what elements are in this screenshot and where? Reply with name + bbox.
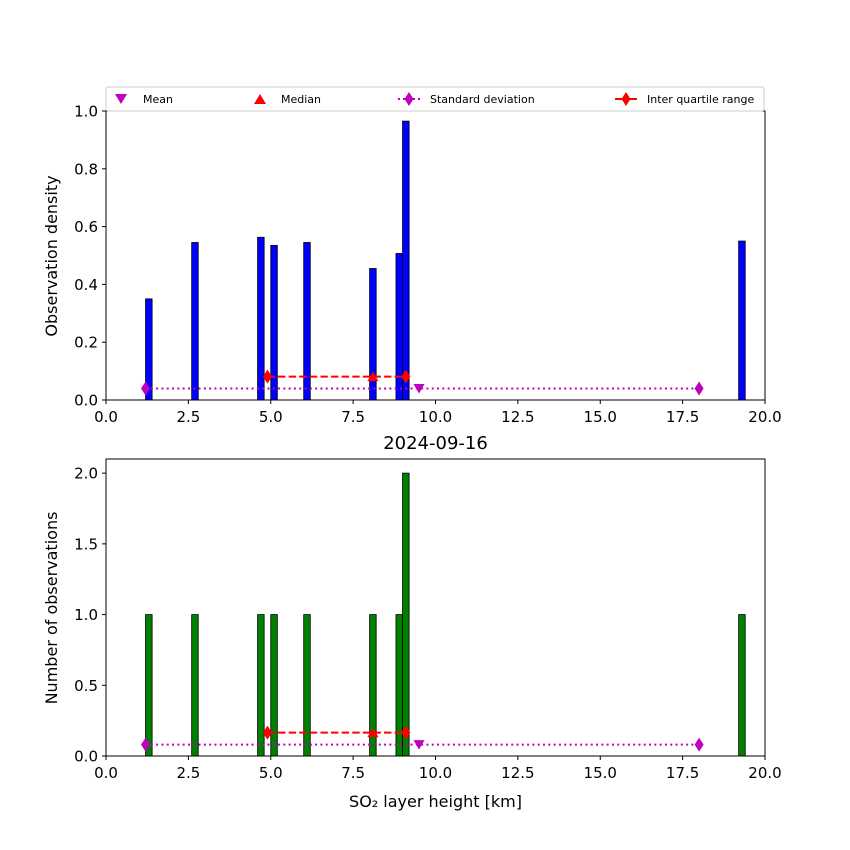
density-x-tick-label-8: 20.0 bbox=[748, 408, 781, 426]
density-y-tick-label-4: 0.8 bbox=[74, 160, 98, 178]
density-bar-1 bbox=[191, 242, 199, 401]
density-iqr-marker-low bbox=[262, 369, 272, 384]
count-y-axis-label: Number of observations bbox=[42, 512, 61, 705]
count-x-tick-label-6: 15.0 bbox=[584, 764, 617, 782]
count-panel: 0.0 2.5 5.0 7.5 10.0 12.5 15.0 17.5 20.0 0.0 0.5 1.… bbox=[42, 433, 782, 811]
count-y-tick-label-0: 0.0 bbox=[74, 748, 98, 766]
density-x-tick-label-4: 10.0 bbox=[419, 408, 452, 426]
count-x-tick-label-7: 17.5 bbox=[666, 764, 699, 782]
density-plot-area bbox=[106, 111, 765, 400]
density-x-tick-label-2: 5.0 bbox=[259, 408, 283, 426]
legend-entry-median: Median bbox=[254, 93, 321, 106]
density-bar-7 bbox=[402, 120, 410, 401]
legend-entry-mean: Mean bbox=[115, 93, 173, 106]
legend-label-median: Median bbox=[281, 93, 321, 106]
count-y-tick-label-3: 1.5 bbox=[74, 535, 98, 553]
count-iqr-marker-low bbox=[262, 725, 272, 740]
count-x-tick-label-0: 0.0 bbox=[94, 764, 118, 782]
count-x-tick-label-5: 12.5 bbox=[501, 764, 534, 782]
median-marker-icon bbox=[254, 94, 266, 104]
density-x-tick-label-0: 0.0 bbox=[94, 408, 118, 426]
count-y-tick-label-1: 0.5 bbox=[74, 677, 98, 695]
legend-label-std: Standard deviation bbox=[430, 93, 535, 106]
count-std-marker-high bbox=[694, 737, 704, 752]
count-median-marker bbox=[367, 727, 379, 738]
count-mean-marker bbox=[413, 740, 425, 750]
density-y-tick-label-1: 0.2 bbox=[74, 334, 98, 352]
density-median-marker bbox=[367, 371, 379, 382]
count-y-tick-label-2: 1.0 bbox=[74, 606, 98, 624]
count-bar-6 bbox=[395, 614, 403, 757]
count-y-tick-label-4: 2.0 bbox=[74, 465, 98, 483]
count-iqr-marker-high bbox=[401, 725, 411, 740]
density-x-tick-label-3: 7.5 bbox=[341, 408, 365, 426]
density-mean-marker bbox=[413, 383, 425, 394]
iqr-marker-icon bbox=[621, 92, 631, 106]
count-x-tick-label-2: 5.0 bbox=[259, 764, 283, 782]
legend-label-iqr: Inter quartile range bbox=[647, 93, 754, 106]
count-bar-3 bbox=[270, 614, 278, 757]
count-x-axis-label: SO₂ layer height [km] bbox=[349, 792, 522, 811]
count-bar-1 bbox=[191, 614, 199, 757]
density-x-tick-label-7: 17.5 bbox=[666, 408, 699, 426]
count-x-tick-label-1: 2.5 bbox=[176, 764, 200, 782]
legend: Mean Median Standard deviation Inter qua… bbox=[105, 86, 765, 112]
density-y-axis-label: Observation density bbox=[42, 175, 61, 336]
density-y-tick-label-5: 1.0 bbox=[74, 103, 98, 121]
count-bar-4 bbox=[303, 614, 311, 757]
count-x-tick-label-3: 7.5 bbox=[341, 764, 365, 782]
density-y-tick-label-2: 0.4 bbox=[74, 276, 98, 294]
density-x-tick-label-5: 12.5 bbox=[501, 408, 534, 426]
count-x-tick-label-8: 20.0 bbox=[748, 764, 781, 782]
count-bar-7 bbox=[402, 472, 410, 757]
density-x-tick-label-6: 15.0 bbox=[584, 408, 617, 426]
count-bar-2 bbox=[257, 614, 265, 757]
legend-entry-iqr: Inter quartile range bbox=[615, 92, 754, 106]
density-y-tick-label-3: 0.6 bbox=[74, 218, 98, 236]
std-marker-icon bbox=[404, 92, 414, 106]
density-iqr-marker-high bbox=[401, 369, 411, 384]
count-panel-title: 2024-09-16 bbox=[383, 433, 488, 454]
count-plot-area bbox=[106, 459, 765, 756]
legend-entry-std: Standard deviation bbox=[398, 92, 535, 106]
density-bar-8 bbox=[738, 240, 746, 401]
legend-box bbox=[105, 86, 765, 112]
count-bar-8 bbox=[738, 614, 746, 757]
density-std-marker-high bbox=[694, 381, 704, 396]
density-bar-2 bbox=[257, 236, 265, 401]
density-x-tick-label-1: 2.5 bbox=[176, 408, 200, 426]
density-panel: 0.0 2.5 5.0 7.5 10.0 12.5 15.0 17.5 20.0 0.0 0.2 0.… bbox=[42, 103, 782, 427]
mean-marker-icon bbox=[115, 94, 127, 104]
count-bar-0 bbox=[145, 614, 153, 757]
count-x-tick-label-4: 10.0 bbox=[419, 764, 452, 782]
density-y-tick-label-0: 0.0 bbox=[74, 392, 98, 410]
density-std-marker-low bbox=[141, 381, 151, 396]
density-bar-6 bbox=[395, 253, 403, 401]
count-std-marker-low bbox=[141, 737, 151, 752]
legend-label-mean: Mean bbox=[143, 93, 173, 106]
